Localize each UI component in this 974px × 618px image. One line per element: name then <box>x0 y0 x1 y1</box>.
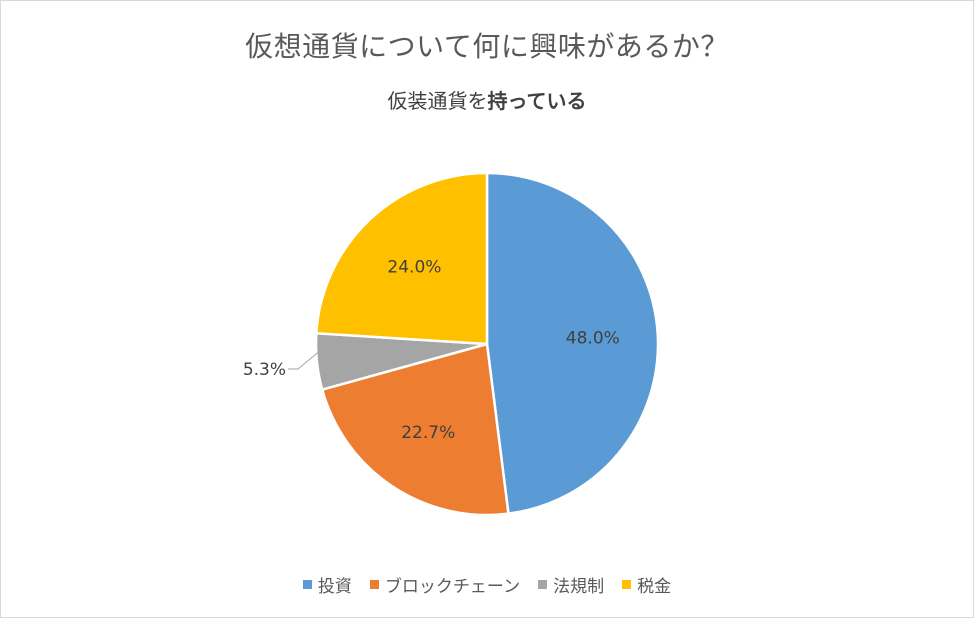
legend-swatch-3 <box>622 580 632 589</box>
legend-item-2: 法規制 <box>538 572 604 597</box>
chart-subtitle-emphasis: 持っている <box>487 89 587 113</box>
pie-data-labels: 48.0% 22.7% 5.3% 24.0% <box>243 258 620 444</box>
chart-title: 仮想通貨について何に興味があるか？ <box>245 30 729 63</box>
pie-slice-3 <box>315 171 489 346</box>
leader-line-2 <box>288 348 323 370</box>
legend-swatch-0 <box>302 580 312 589</box>
pie-slice-1 <box>320 342 510 517</box>
chart-subtitle: 仮装通貨を持っている <box>1 85 973 114</box>
legend-label-0: 投資 <box>317 577 352 597</box>
chart-subtitle-prefix: 仮装通貨を <box>387 89 488 113</box>
data-label-2: 5.3% <box>243 360 286 380</box>
legend-item-0: 投資 <box>302 572 352 597</box>
legend-item-1: ブロックチェーン <box>369 572 521 597</box>
legend-swatch-2 <box>538 580 548 589</box>
pie-slices <box>314 171 660 517</box>
data-label-0: 48.0% <box>566 328 620 348</box>
chart-legend: 投資 ブロックチェーン 法規制 税金 <box>0 572 974 597</box>
legend-label-1: ブロックチェーン <box>384 577 521 597</box>
data-label-1: 22.7% <box>401 423 455 443</box>
data-label-3: 24.0% <box>387 258 441 278</box>
legend-label-3: 税金 <box>637 577 672 597</box>
pie-slice-0 <box>485 171 660 516</box>
legend-item-3: 税金 <box>622 572 671 597</box>
legend-swatch-1 <box>369 580 379 589</box>
legend-label-2: 法規制 <box>553 577 605 597</box>
